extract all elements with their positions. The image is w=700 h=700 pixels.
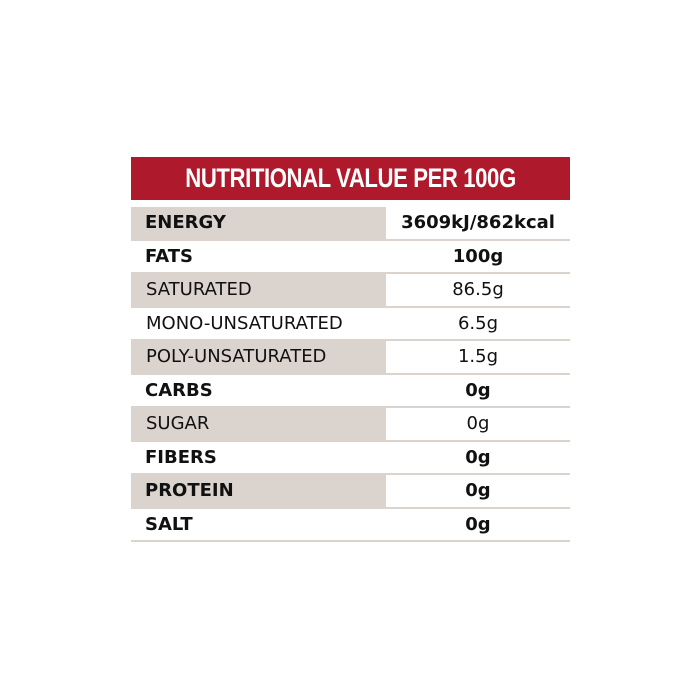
nutrient-value: 86.5g xyxy=(386,274,570,306)
nutrient-value: 0g xyxy=(386,441,570,473)
nutrient-value: 100g xyxy=(386,240,570,272)
table-row: CARBS 0g xyxy=(131,374,570,408)
nutrient-label: POLY-UNSATURATED xyxy=(131,341,386,373)
table-row: SATURATED 86.5g xyxy=(131,274,570,308)
table-row: MONO-UNSATURATED 6.5g xyxy=(131,307,570,341)
nutrient-label: MONO-UNSATURATED xyxy=(146,312,343,334)
nutrient-label: PROTEIN xyxy=(131,475,386,507)
nutrient-value: 3609kJ/862kcal xyxy=(386,207,570,239)
nutrition-table: NUTRITIONAL VALUE PER 100G ENERGY 3609kJ/… xyxy=(131,157,570,542)
nutrient-value: 0g xyxy=(386,475,570,507)
table-row: SUGAR 0g xyxy=(131,408,570,442)
table-header: NUTRITIONAL VALUE PER 100G xyxy=(131,157,570,200)
nutrient-label: FATS xyxy=(145,245,194,267)
table-row: POLY-UNSATURATED 1.5g xyxy=(131,341,570,375)
table-row: SALT 0g xyxy=(131,508,570,542)
table-row: PROTEIN 0g xyxy=(131,475,570,509)
nutrient-label: CARBS xyxy=(145,379,213,401)
table-title: NUTRITIONAL VALUE PER 100G xyxy=(170,157,531,200)
nutrient-label: SUGAR xyxy=(131,408,386,440)
nutrient-value: 0g xyxy=(386,374,570,406)
nutrient-label: SALT xyxy=(145,513,193,535)
table-row: ENERGY 3609kJ/862kcal xyxy=(131,207,570,241)
table-row: FATS 100g xyxy=(131,240,570,274)
table-body: ENERGY 3609kJ/862kcal FATS 100g SATURATED 86.… xyxy=(131,207,570,542)
nutrient-value: 0g xyxy=(386,408,570,440)
nutrient-value: 0g xyxy=(386,508,570,540)
nutrient-label: SATURATED xyxy=(131,274,386,306)
nutrient-label: ENERGY xyxy=(131,207,386,239)
nutrient-label: FIBERS xyxy=(145,446,217,468)
nutrient-value: 1.5g xyxy=(386,341,570,373)
table-row: FIBERS 0g xyxy=(131,441,570,475)
nutrient-value: 6.5g xyxy=(386,307,570,339)
